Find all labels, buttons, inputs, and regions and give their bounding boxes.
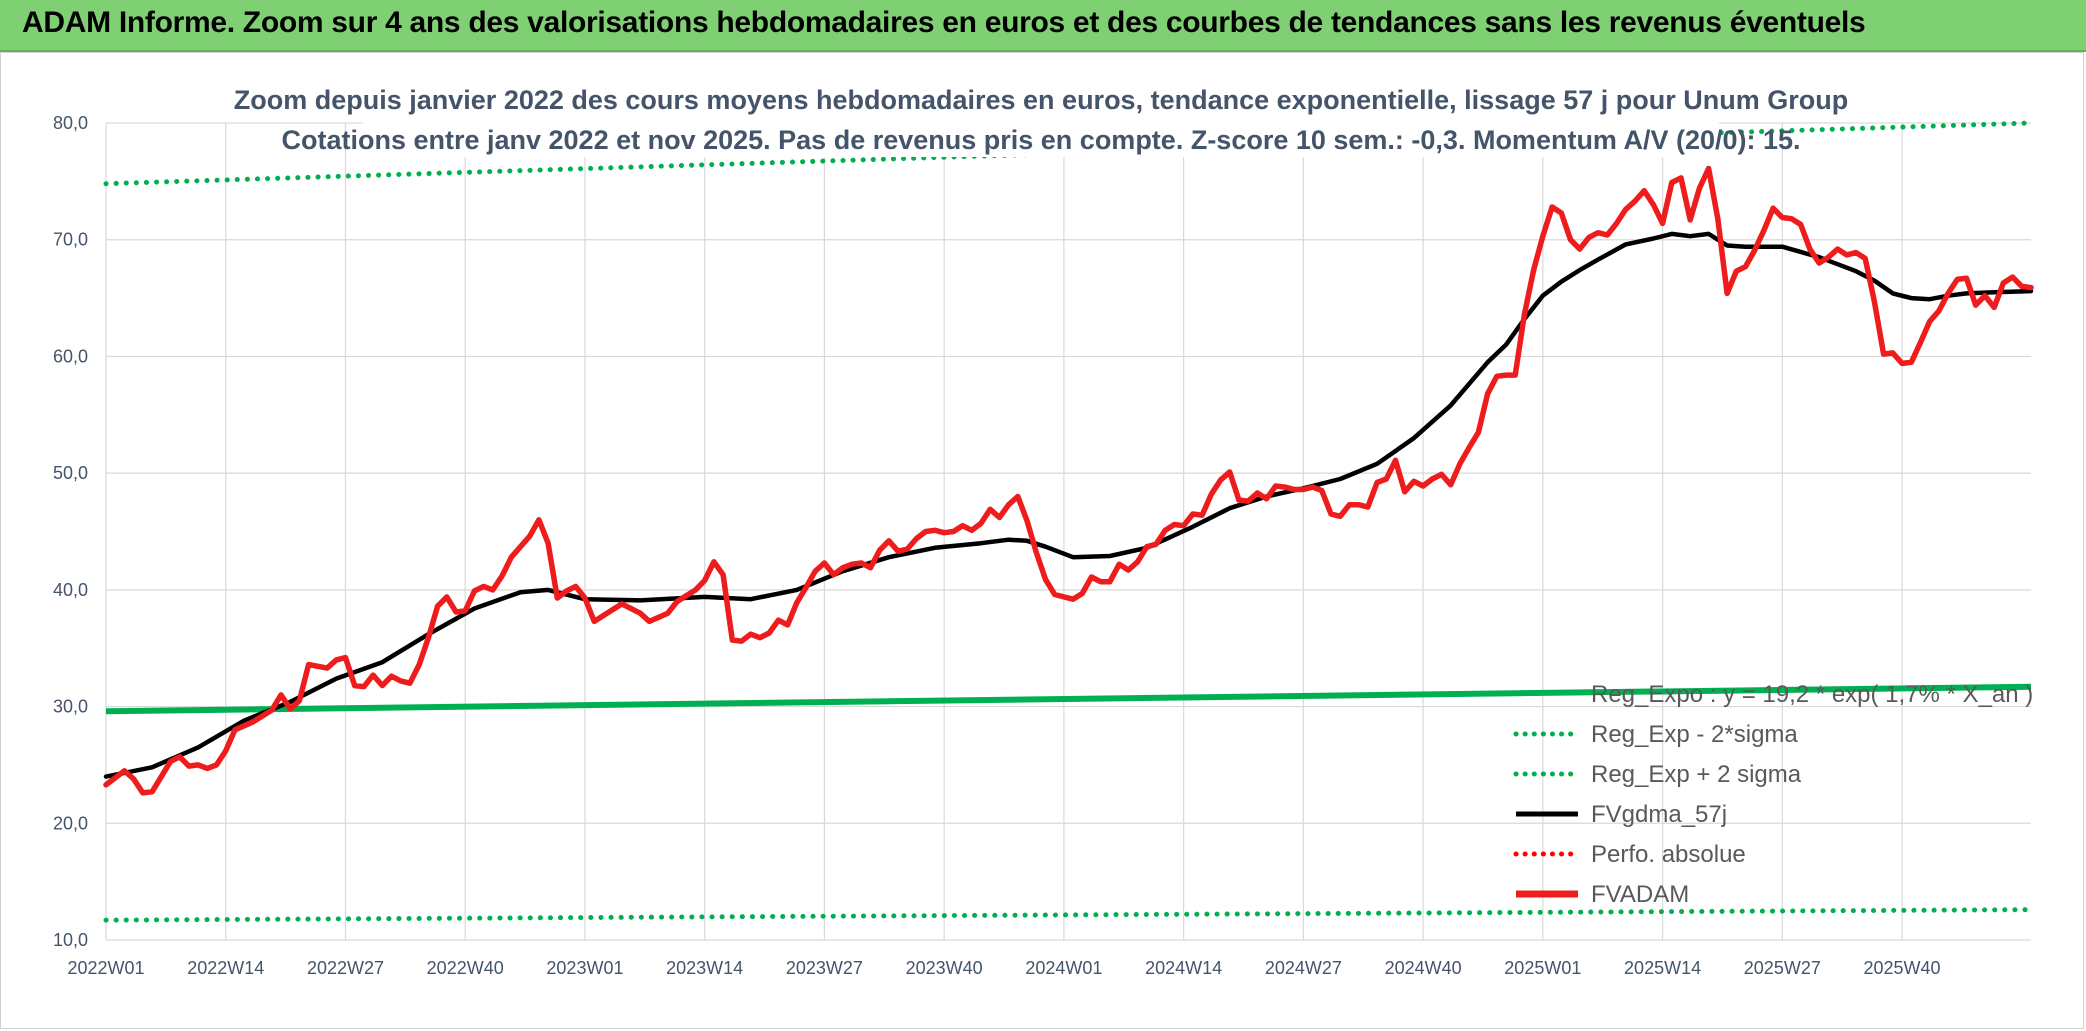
x-tick-label: 2024W01 [1025, 958, 1102, 978]
title-line2-bg [363, 119, 1719, 157]
x-tick-label: 2022W40 [427, 958, 504, 978]
y-tick-label: 10,0 [53, 930, 88, 950]
x-tick-label: 2024W40 [1385, 958, 1462, 978]
y-tick-label: 20,0 [53, 813, 88, 833]
x-tick-label: 2023W01 [546, 958, 623, 978]
legend-label: Perfo. absolue [1591, 841, 1746, 868]
y-tick-label: 50,0 [53, 463, 88, 483]
x-tick-label: 2022W01 [67, 958, 144, 978]
series-reg-expo-trend [105, 683, 2032, 715]
series-fvadam [103, 165, 2034, 796]
chart-title-line2: Cotations entre janv 2022 et nov 2025. P… [281, 125, 1800, 155]
legend-label: Reg_Expo : y = 19,2 * exp( 1,7% * X_an ) [1591, 681, 2033, 708]
x-tick-label: 2024W14 [1145, 958, 1222, 978]
chart-title: Zoom depuis janvier 2022 des cours moyen… [234, 79, 1848, 157]
x-tick-label: 2022W14 [187, 958, 264, 978]
y-tick-label: 80,0 [53, 113, 88, 133]
report-header: ADAM Informe. Zoom sur 4 ans des valoris… [0, 0, 2086, 52]
legend-label: Reg_Exp + 2 sigma [1591, 761, 1802, 788]
legend: Reg_Expo : y = 19,2 * exp( 1,7% * X_an )… [1513, 681, 2033, 908]
x-tick-label: 2025W40 [1864, 958, 1941, 978]
chart-title-line1: Zoom depuis janvier 2022 des cours moyen… [234, 85, 1848, 115]
x-tick-label: 2025W27 [1744, 958, 1821, 978]
y-tick-label: 30,0 [53, 697, 88, 717]
axis-labels: 10,0 20,0 30,0 40,0 50,0 60,0 70,0 80,0 2022W01 2… [53, 113, 1941, 978]
legend-label: Reg_Exp - 2*sigma [1591, 721, 1798, 748]
series-layer [103, 120, 2034, 923]
chart-area: Zoom depuis janvier 2022 des cours moyen… [0, 52, 2084, 1029]
x-tick-label: 2022W27 [307, 958, 384, 978]
title-line1-bg [331, 79, 1751, 117]
x-tick-label: 2023W14 [666, 958, 743, 978]
line-chart: Zoom depuis janvier 2022 des cours moyen… [53, 79, 2034, 978]
x-tick-label: 2025W14 [1624, 958, 1701, 978]
x-tick-label: 2023W40 [906, 958, 983, 978]
x-tick-label: 2025W01 [1504, 958, 1581, 978]
report-title: ADAM Informe. Zoom sur 4 ans des valoris… [22, 6, 1866, 39]
y-tick-label: 60,0 [53, 346, 88, 366]
y-tick-label: 40,0 [53, 580, 88, 600]
x-tick-label: 2024W27 [1265, 958, 1342, 978]
series-reg-exp-minus-2sigma [103, 907, 2034, 923]
x-tick-label: 2023W27 [786, 958, 863, 978]
legend-label: FVADAM [1591, 881, 1689, 908]
y-tick-label: 70,0 [53, 230, 88, 250]
legend-label: FVgdma_57j [1591, 801, 1727, 828]
